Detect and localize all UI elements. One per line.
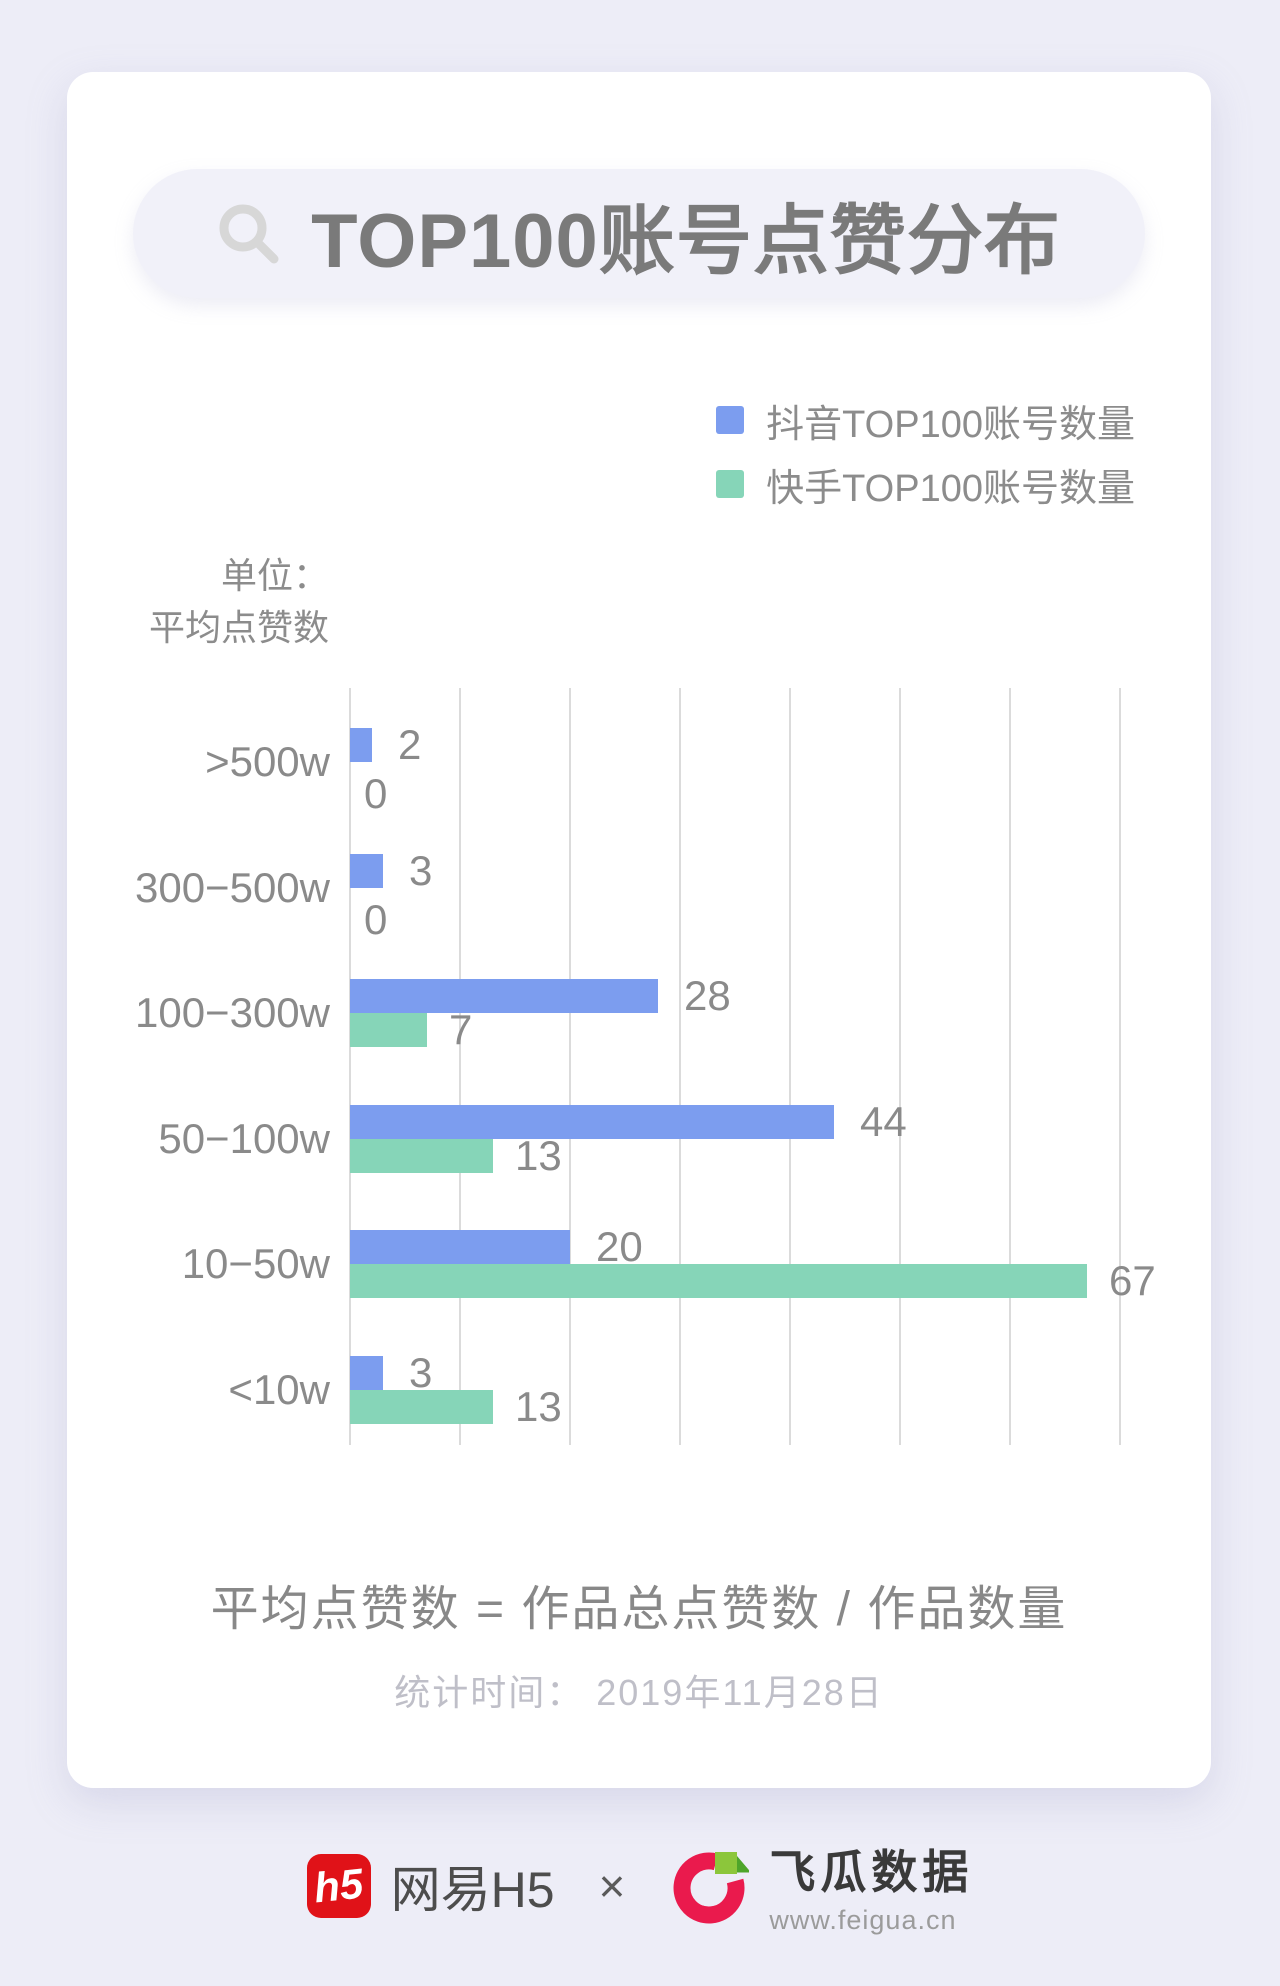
feigua-text-block: 飞瓜数据 www.feigua.cn: [769, 1836, 973, 1936]
legend-label-douyin: 抖音TOP100账号数量: [766, 403, 1135, 446]
douyin-bar: [350, 979, 658, 1013]
unit-label-line1: 单位：: [220, 555, 329, 596]
collaboration-x-separator: ×: [598, 1860, 626, 1912]
douyin-bar: [350, 1355, 383, 1390]
gridline: [1009, 688, 1011, 1445]
legend-item-kuaishou: 快手TOP100账号数量: [716, 462, 1135, 510]
bar-chart: >500w 2 0 300−500w 3 0 100−300w 28 7 50−100w 44 13 1…: [135, 688, 1156, 1445]
gridline: [679, 688, 681, 1445]
gridline: [899, 688, 901, 1445]
feigua-logo-icon: [673, 1852, 750, 1924]
legend: 抖音TOP100账号数量 快手TOP100账号数量: [716, 398, 1135, 510]
search-icon: [219, 204, 279, 263]
category-label: 10−50w: [181, 1240, 330, 1287]
footer: h5 网易H5 × 飞瓜数据 www.feigua.cn: [0, 1836, 1280, 1936]
content-card: TOP100账号点赞分布 抖音TOP100账号数量 快手TOP100账号数量 单…: [67, 72, 1211, 1788]
category-label: >500w: [205, 738, 330, 785]
douyin-bar: [350, 853, 383, 888]
value-label: 3: [409, 846, 433, 894]
douyin-bar: [350, 728, 372, 762]
page-title: TOP100账号点赞分布: [311, 198, 1061, 284]
legend-label-kuaishou: 快手TOP100账号数量: [766, 467, 1135, 510]
douyin-bar: [350, 1230, 570, 1264]
douyin-bar: [350, 1104, 834, 1139]
kuaishou-bar: [350, 1013, 427, 1047]
feigua-url: www.feigua.cn: [769, 1905, 957, 1935]
value-label: 20: [596, 1223, 643, 1270]
gridline: [569, 688, 571, 1445]
value-label: 28: [684, 972, 731, 1019]
category-label: 50−100w: [158, 1114, 330, 1162]
value-label: 44: [860, 1097, 907, 1145]
kuaishou-bar: [350, 1264, 1087, 1298]
kuaishou-bar: [350, 1389, 493, 1424]
legend-swatch-douyin: [716, 406, 745, 434]
title-pill: TOP100账号点赞分布: [133, 169, 1145, 298]
value-label: 13: [515, 1131, 562, 1179]
category-label: 100−300w: [134, 989, 330, 1036]
value-label: 3: [409, 1348, 433, 1396]
value-label: 67: [1109, 1257, 1156, 1304]
gridline: [349, 688, 351, 1445]
formula-text: 平均点赞数 = 作品总点赞数 / 作品数量: [210, 1583, 1068, 1636]
value-label-zero: 0: [364, 770, 388, 817]
unit-label-line2: 平均点赞数: [148, 607, 329, 648]
category-label: 300−500w: [134, 863, 330, 911]
kuaishou-bar: [350, 1138, 493, 1173]
netease-h5-label: 网易H5: [390, 1862, 555, 1918]
legend-swatch-kuaishou: [716, 470, 745, 498]
netease-h5-logo-icon: h5: [306, 1854, 371, 1918]
value-label-zero: 0: [364, 895, 388, 943]
unit-label: 单位： 平均点赞数: [67, 550, 329, 654]
value-label: 2: [398, 721, 422, 768]
value-label: 7: [449, 1006, 473, 1053]
netease-h5-logo-text: h5: [311, 1859, 366, 1912]
gridline: [1119, 688, 1121, 1445]
stat-time: 统计时间： 2019年11月28日: [394, 1672, 884, 1713]
value-label: 13: [515, 1382, 562, 1430]
gridline: [459, 688, 461, 1445]
legend-item-douyin: 抖音TOP100账号数量: [716, 398, 1135, 446]
feigua-label: 飞瓜数据: [769, 1846, 974, 1898]
category-label: <10w: [228, 1365, 330, 1413]
gridline: [789, 688, 791, 1445]
